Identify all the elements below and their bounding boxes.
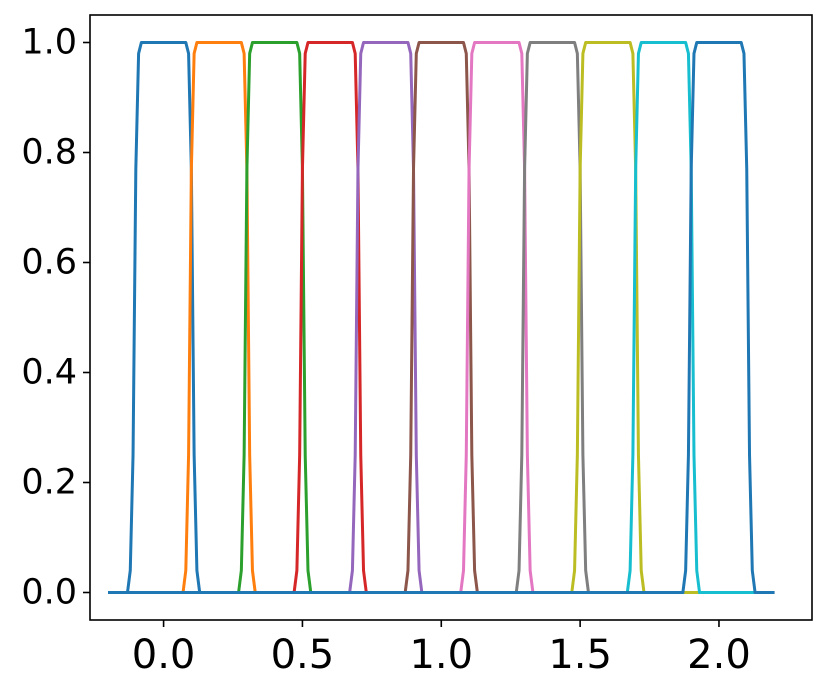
series-line-11 <box>108 41 775 594</box>
series-layer <box>108 41 775 594</box>
series-line-2 <box>108 41 775 594</box>
series-line-9 <box>108 41 775 594</box>
series-line-10 <box>108 41 775 594</box>
plot-area-frame <box>89 14 813 621</box>
y-axis: 0.0 0.2 0.4 0.6 0.8 1.0 <box>21 23 90 613</box>
series-line-6 <box>108 41 775 594</box>
y-tick-label: 0.6 <box>21 243 77 283</box>
x-tick-label: 0.0 <box>132 632 196 678</box>
series-line-3 <box>108 41 775 594</box>
series-line-7 <box>108 41 775 594</box>
series-line-1 <box>108 41 775 594</box>
series-line-5 <box>108 41 775 594</box>
y-tick-label: 0.8 <box>21 133 77 173</box>
y-tick-label: 1.0 <box>21 23 77 63</box>
x-tick-label: 1.0 <box>409 632 473 678</box>
y-tick-label: 0.4 <box>21 353 77 393</box>
y-tick-label: 0.0 <box>21 573 77 613</box>
x-tick-label: 2.0 <box>687 632 751 678</box>
x-axis: 0.0 0.5 1.0 1.5 2.0 <box>132 620 751 678</box>
x-tick-label: 0.5 <box>271 632 335 678</box>
series-line-8 <box>108 41 775 594</box>
series-line-4 <box>108 41 775 594</box>
x-tick-label: 1.5 <box>548 632 612 678</box>
y-tick-label: 0.2 <box>21 463 77 503</box>
